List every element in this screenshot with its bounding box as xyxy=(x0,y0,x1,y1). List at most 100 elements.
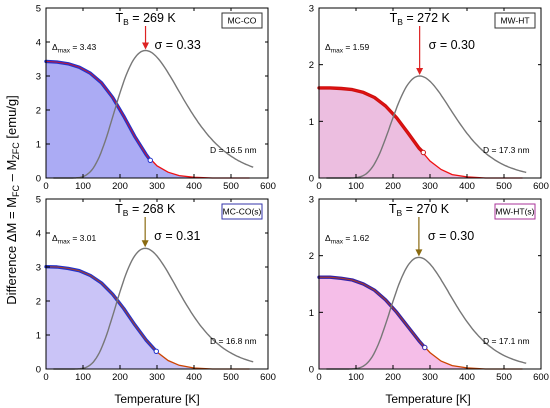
y-axis-title-unit: [emu/g] xyxy=(4,95,19,142)
sigma-label: σ = 0.30 xyxy=(429,38,475,52)
area-fill xyxy=(46,266,250,369)
y-tick-label: 2 xyxy=(309,60,314,71)
diameter-label: D = 17.3 nm xyxy=(483,145,530,155)
delta-max-symbol: Δ xyxy=(325,42,331,52)
x-tick-label: 0 xyxy=(43,181,48,192)
x-tick-label: 400 xyxy=(186,181,202,192)
x-tick-label: 100 xyxy=(348,372,364,383)
x-tick-label: 600 xyxy=(533,372,549,383)
tb-label-value: = 272 K xyxy=(403,11,451,25)
delta-max-sub: max xyxy=(58,48,71,55)
x-tick-label: 200 xyxy=(385,372,401,383)
x-tick-label: 300 xyxy=(422,372,438,383)
y-tick-label: 3 xyxy=(36,72,41,83)
data-end-marker xyxy=(420,149,426,156)
x-tick-label: 100 xyxy=(75,372,91,383)
delta-max-symbol: Δ xyxy=(52,233,58,243)
y-tick-label: 5 xyxy=(36,195,41,206)
y-tick-label: 1 xyxy=(309,308,314,319)
data-end-marker xyxy=(153,348,160,354)
sample-label-box xyxy=(221,12,263,29)
tb-label-t: T xyxy=(390,11,398,25)
tb-label-value: = 270 K xyxy=(402,202,450,216)
tb-label-t: T xyxy=(389,202,397,216)
x-tick-label: 500 xyxy=(223,372,239,383)
delta-max-sub: max xyxy=(331,239,344,246)
delta-max-value: = 1.62 xyxy=(343,233,370,243)
tb-arrow-head xyxy=(142,42,150,50)
data-curve-overlay xyxy=(319,87,424,153)
sample-label: MW-HT(s) xyxy=(495,207,534,217)
x-axis-title-left: Temperature [K] xyxy=(114,392,199,406)
x-tick-label: 100 xyxy=(348,181,364,192)
tb-label: TB = 272 K xyxy=(390,11,451,27)
x-tick-label: 300 xyxy=(149,181,165,192)
x-tick-label: 200 xyxy=(112,372,128,383)
tb-arrow-head xyxy=(141,240,149,248)
distribution-curve xyxy=(326,75,527,179)
y-tick-label: 4 xyxy=(36,38,41,49)
area-fill xyxy=(319,277,523,369)
data-end-marker xyxy=(147,157,154,164)
delta-max-symbol: Δ xyxy=(325,233,331,243)
x-tick-label: 200 xyxy=(385,181,401,192)
x-tick-label: 100 xyxy=(75,181,91,192)
tb-label: TB = 269 K xyxy=(116,11,177,27)
data-curve-overlay xyxy=(45,60,151,161)
tb-label-t: T xyxy=(115,202,123,216)
x-tick-label: 200 xyxy=(112,181,128,192)
diameter-label: D = 17.1 nm xyxy=(483,336,530,346)
x-tick-label: 500 xyxy=(496,372,512,383)
sample-label: MW-HT xyxy=(500,16,529,26)
y-axis-title-mid: – M xyxy=(4,160,19,185)
x-tick-label: 300 xyxy=(149,372,165,383)
data-end-marker xyxy=(422,344,428,351)
y-axis-title: Difference ΔM = MFC – MZFC [emu/g] xyxy=(4,95,21,305)
tb-label-sub: B xyxy=(397,17,403,27)
tb-arrow-head xyxy=(416,68,424,75)
y-tick-label: 2 xyxy=(309,251,314,262)
sample-label-box xyxy=(494,203,536,220)
y-axis-title-sub2: ZFC xyxy=(11,142,21,160)
sample-label-box xyxy=(494,12,536,29)
y-tick-label: 3 xyxy=(309,195,314,206)
x-tick-label: 400 xyxy=(459,181,475,192)
sample-label: MC-CO xyxy=(228,16,257,26)
y-tick-label: 1 xyxy=(36,140,41,151)
sigma-label: σ = 0.31 xyxy=(154,229,200,243)
data-curve-overlay xyxy=(319,276,426,348)
tb-label-sub: B xyxy=(397,208,403,218)
delta-max-symbol: Δ xyxy=(52,42,58,52)
delta-max-value: = 3.01 xyxy=(70,233,97,243)
tb-label: TB = 270 K xyxy=(389,202,450,218)
sigma-label: σ = 0.30 xyxy=(428,229,474,243)
x-tick-label: 300 xyxy=(422,181,438,192)
tb-arrow-head xyxy=(415,249,423,257)
x-tick-label: 400 xyxy=(459,372,475,383)
y-tick-label: 0 xyxy=(309,174,314,185)
y-tick-label: 0 xyxy=(309,365,314,376)
x-tick-label: 0 xyxy=(316,181,321,192)
panel-top-right: 0 100 200 300 400 500 600 0 1 2 3 TB = 272 K σ = 0.3… xyxy=(309,4,549,193)
x-tick-label: 400 xyxy=(186,372,202,383)
tb-label-value: = 268 K xyxy=(128,202,176,216)
tb-label-sub: B xyxy=(123,208,129,218)
diameter-label: D = 16.8 nm xyxy=(210,336,257,346)
y-axis-title-main: Difference ΔM = M xyxy=(4,197,19,305)
delta-max-label: Δmax = 1.62 xyxy=(325,233,369,246)
tb-label-sub: B xyxy=(123,17,129,27)
delta-max-label: Δmax = 3.01 xyxy=(52,233,96,246)
area-fill xyxy=(319,87,523,178)
y-axis-title-sub1: FC xyxy=(11,184,21,196)
delta-max-label: Δmax = 3.43 xyxy=(52,42,96,55)
y-tick-label: 1 xyxy=(309,117,314,128)
delta-max-value: = 1.59 xyxy=(343,42,370,52)
y-tick-label: 0 xyxy=(36,365,41,376)
x-tick-label: 600 xyxy=(260,181,276,192)
sigma-label: σ = 0.33 xyxy=(155,38,201,52)
data-curve-overlay xyxy=(45,266,157,352)
diameter-label: D = 16.5 nm xyxy=(210,145,257,155)
x-tick-label: 0 xyxy=(43,372,48,383)
